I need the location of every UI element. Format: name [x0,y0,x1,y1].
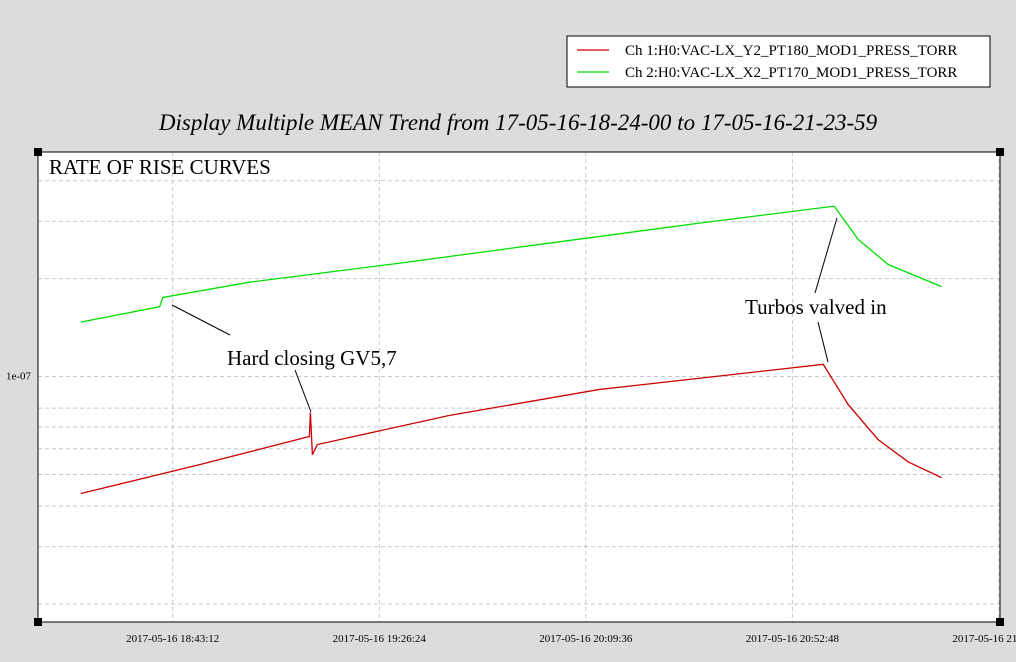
legend-box [566,35,991,88]
legend-label: Ch 1:H0:VAC-LX_Y2_PT180_MOD1_PRESS_TORR [625,43,957,59]
chart-title: Display Multiple MEAN Trend from 17-05-1… [158,110,878,135]
x-tick-label: 2017-05-16 19:26:24 [333,633,427,645]
x-tick-label: 2017-05-16 20:52:48 [746,633,840,645]
x-tick-label: 2017-05-16 18:43:12 [126,633,219,645]
annotation: Turbos valved in [745,295,887,319]
series-line [80,363,942,495]
corner-markers [34,148,1004,626]
x-tick-label: 2017-05-16 21:36:00 [952,633,1016,645]
plot-frame [37,151,1001,623]
legend-label: Ch 2:H0:VAC-LX_X2_PT170_MOD1_PRESS_TORR [625,65,957,81]
annotation: Hard closing GV5,7 [227,346,397,370]
annotation-arrows [171,217,838,413]
series-lines [80,205,942,495]
grid [38,152,1000,622]
x-tick-label: 2017-05-16 20:09:36 [539,633,633,645]
plot-label: RATE OF RISE CURVES [49,155,271,179]
series-line [80,205,942,323]
y-tick-label: 1e-07 [6,371,32,383]
plot-area [38,152,1000,622]
